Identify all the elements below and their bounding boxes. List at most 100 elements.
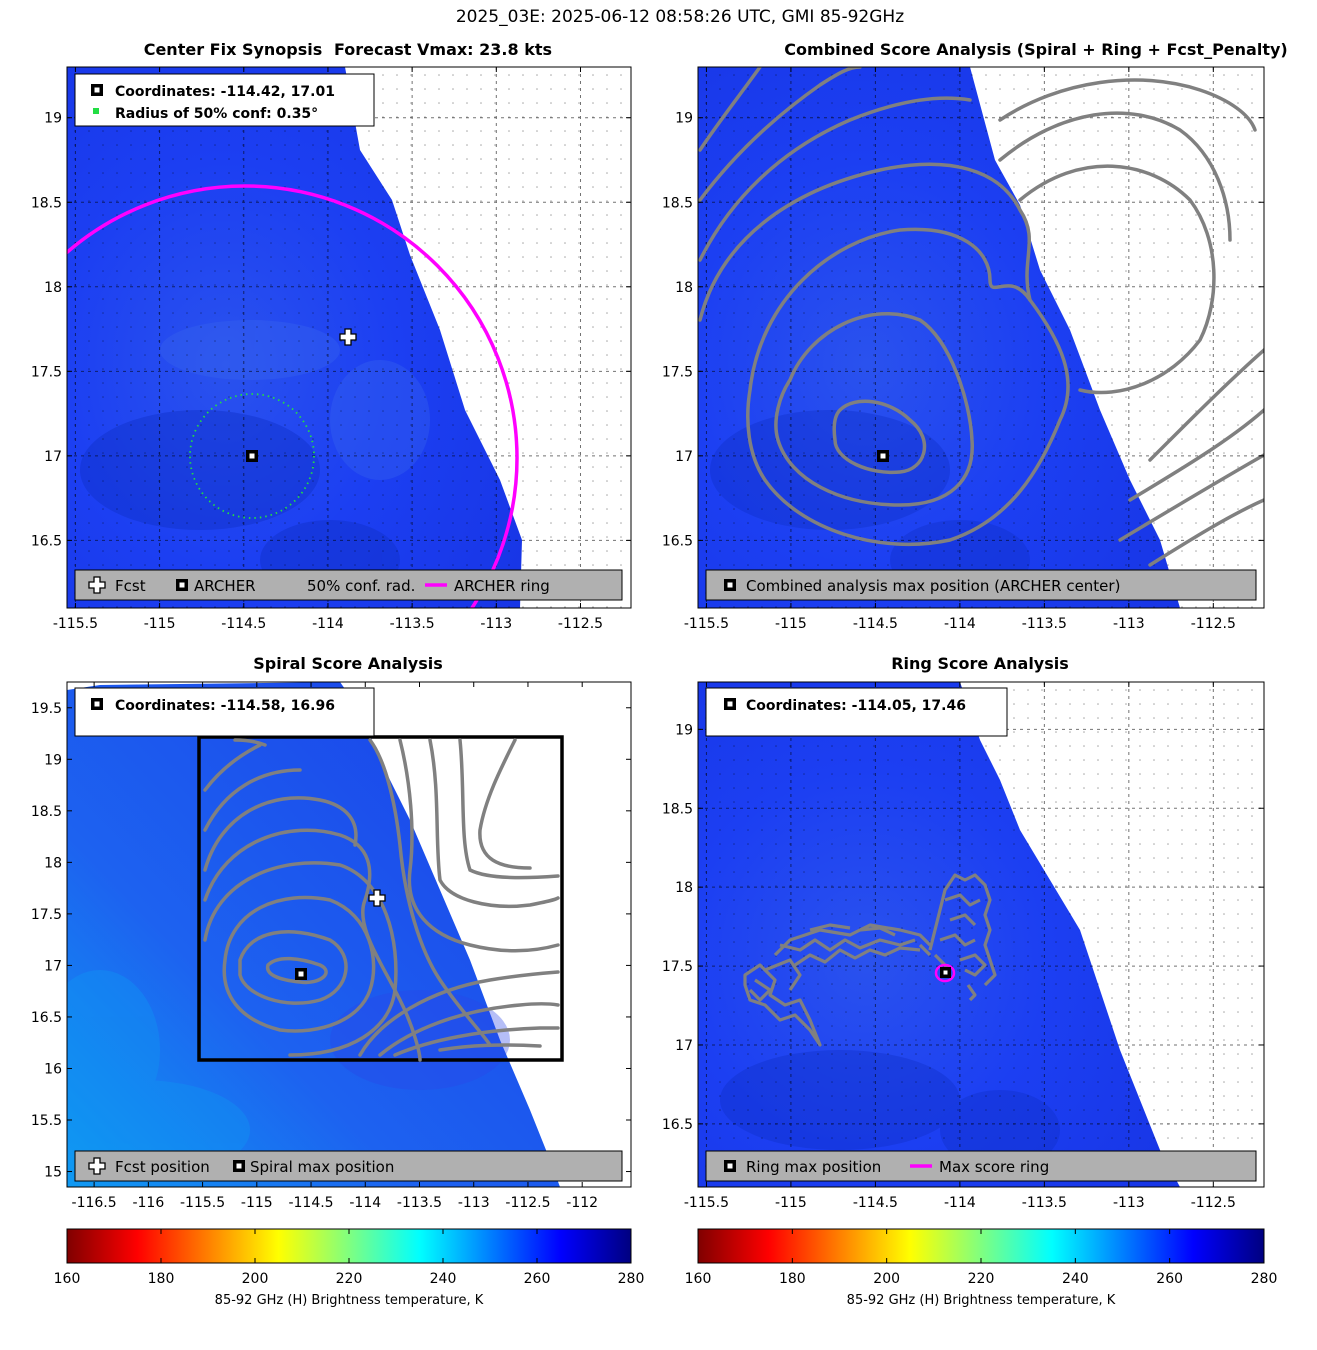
combined-xtick-label: -115.5 [684,616,729,632]
synopsis-ytick-label: 17.5 [31,364,62,380]
spiral-xtick-label: -114.5 [288,1195,333,1211]
synopsis-xtick-label: -113 [480,616,512,632]
combined-xtick-label: -113.5 [1022,616,1067,632]
colorbar-right-tick-label: 200 [873,1271,900,1287]
synopsis-ytick-label: 19 [44,111,62,127]
combined-ytick-label: 18 [675,280,693,296]
spiral-legend: Fcst position Spiral max position [74,1150,623,1182]
spiral-xtick-label: -115.5 [180,1195,225,1211]
ring-ytick-label: 16.5 [662,1117,693,1133]
combined-xtick-label: -113 [1113,616,1145,632]
ring-ytick-label: 18 [675,880,693,896]
spiral-info-box: Coordinates: -114.58, 16.96 [74,687,375,737]
ring-xtick-label: -115 [775,1195,807,1211]
spiral-contours [203,738,560,1062]
spiral-ytick-label: 19.5 [31,701,62,717]
spiral-xtick-label: -113.5 [397,1195,442,1211]
colorbar-left-tick-label: 280 [618,1271,645,1287]
combined-ytick-label: 17.5 [662,364,693,380]
panel-ring: Ring Score Analysis [662,654,1265,1211]
spiral-xtick-label: -113 [458,1195,490,1211]
max-score-ring [934,963,956,983]
spiral-ytick-label: 16 [44,1061,62,1077]
spiral-xtick-label: -114 [349,1195,381,1211]
colorbar-right-tick-label: 240 [1062,1271,1089,1287]
spiral-ytick-label: 15 [44,1165,62,1181]
ring-info-box: Coordinates: -114.05, 17.46 [705,687,1008,737]
synopsis-coords: Coordinates: -114.42, 17.01 [115,84,335,100]
synopsis-fcst-marker [339,328,357,346]
spiral-title: Spiral Score Analysis [253,654,443,673]
colorbar-left-tick-label: 260 [524,1271,551,1287]
spiral-fcst-marker [368,889,386,907]
combined-ytick-label: 19 [675,111,693,127]
synopsis-radius: Radius of 50% conf: 0.35° [115,106,318,122]
spiral-xtick-label: -112.5 [505,1195,550,1211]
combined-ytick-label: 16.5 [662,533,693,549]
legend-ring: ARCHER ring [454,577,550,595]
synopsis-xtick-label: -112.5 [558,616,603,632]
ring-legend: Ring max position Max score ring [705,1150,1257,1182]
spiral-ytick-label: 19 [44,752,62,768]
ring-xtick-label: -113.5 [1022,1195,1067,1211]
combined-xtick-label: -114.5 [853,616,898,632]
synopsis-title: Center Fix Synopsis [144,40,323,59]
combined-contours [698,67,1264,567]
spiral-analysis-box [197,735,564,1062]
legend-archer: ARCHER [194,577,256,595]
ring-xtick-label: -112.5 [1191,1195,1236,1211]
colorbar-right-tick-label: 280 [1251,1271,1278,1287]
colorbar-left-tick-label: 160 [54,1271,81,1287]
panel-synopsis: Center Fix Synopsis Forecast Vmax: 23.8 … [31,40,632,632]
synopsis-xtick-label: -114 [312,616,344,632]
spiral-ytick-label: 18.5 [31,804,62,820]
colorbar-right-label: 85-92 GHz (H) Brightness temperature, K [847,1293,1116,1308]
spiral-xtick-label: -115 [241,1195,273,1211]
spiral-ytick-label: 18 [44,855,62,871]
combined-title: Combined Score Analysis (Spiral + Ring +… [784,40,1287,59]
ring-ytick-label: 17.5 [662,959,693,975]
spiral-xtick-label: -116.5 [72,1195,117,1211]
colorbar-left-tick-label: 180 [148,1271,175,1287]
colorbar-left-tick-label: 240 [430,1271,457,1287]
ring-xtick-label: -115.5 [684,1195,729,1211]
synopsis-subtitle: Forecast Vmax: 23.8 kts [334,40,552,59]
combined-xtick-label: -112.5 [1191,616,1236,632]
legend-conf: 50% conf. rad. [307,577,415,595]
colorbar-left-tick-label: 220 [336,1271,363,1287]
colorbar-right-tick-label: 160 [685,1271,712,1287]
synopsis-info-box: Coordinates: -114.42, 17.01 Radius of 50… [74,73,375,127]
combined-ytick-label: 17 [675,449,693,465]
combined-legend: Combined analysis max position (ARCHER c… [705,569,1257,601]
colorbar-right-tick-label: 220 [968,1271,995,1287]
ring-xtick-label: -114.5 [853,1195,898,1211]
ring-ytick-label: 18.5 [662,801,693,817]
legend-fcst: Fcst [115,577,146,595]
ring-xtick-label: -114 [944,1195,976,1211]
ring-max-marker [940,967,951,978]
ring-title: Ring Score Analysis [891,654,1069,673]
combined-xtick-label: -114 [944,616,976,632]
colorbar-right: 160 180 200 220 240 260 280 85-92 GHz (H) Brig… [685,1228,1278,1308]
combined-max-marker [877,450,889,462]
colorbar-left: 160 180 200 220 240 260 280 85-92 GHz (H) Brig… [54,1228,645,1308]
colorbar-right-tick-label: 260 [1156,1271,1183,1287]
synopsis-ytick-label: 18 [44,280,62,296]
ring-xtick-label: -113 [1113,1195,1145,1211]
synopsis-archer-marker [246,450,258,462]
spiral-xtick-label: -116 [132,1195,164,1211]
ring-ytick-label: 19 [675,722,693,738]
synopsis-xtick-label: -115.5 [53,616,98,632]
spiral-ytick-label: 17.5 [31,907,62,923]
synopsis-xtick-label: -113.5 [390,616,435,632]
figure-suptitle: 2025_03E: 2025-06-12 08:58:26 UTC, GMI 8… [456,7,904,27]
combined-xtick-label: -115 [775,616,807,632]
legend-ring-max: Ring max position [746,1158,881,1176]
spiral-xtick-label: -112 [566,1195,598,1211]
synopsis-xtick-label: -114.5 [221,616,266,632]
combined-ytick-label: 18.5 [662,195,693,211]
legend-combined-max: Combined analysis max position (ARCHER c… [746,577,1120,595]
conf-radius-circle [189,393,315,519]
ring-coords: Coordinates: -114.05, 17.46 [746,698,966,714]
